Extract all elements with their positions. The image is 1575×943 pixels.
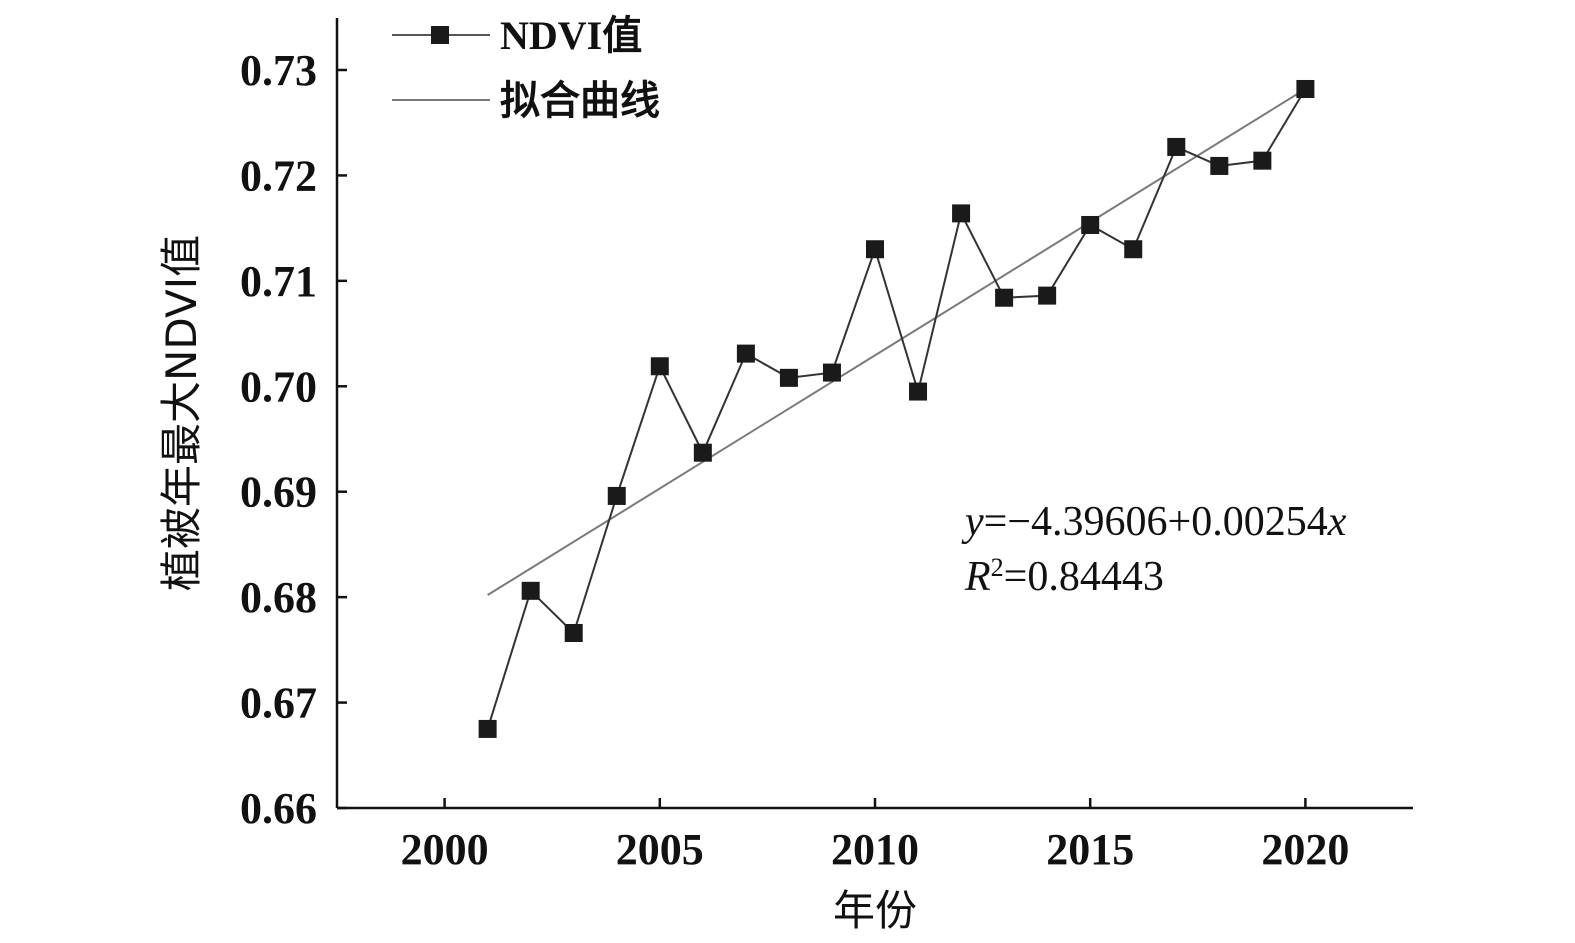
equation-x-var: x bbox=[1327, 499, 1347, 545]
x-tick-label: 2000 bbox=[401, 825, 489, 874]
y-tick-label: 0.72 bbox=[240, 151, 317, 200]
ndvi-point-marker bbox=[1210, 156, 1229, 175]
x-axis-ticks: 2000 2005 2010 2015 2020 bbox=[401, 798, 1349, 874]
ndvi-point-marker bbox=[909, 382, 928, 401]
ndvi-point-marker bbox=[779, 368, 798, 387]
y-tick-label: 0.73 bbox=[240, 46, 317, 95]
equation-body: =−4.39606+0.00254 bbox=[984, 499, 1328, 545]
regression-equation: y=−4.39606+0.00254x bbox=[961, 499, 1347, 545]
y-tick-label: 0.71 bbox=[240, 257, 317, 306]
ndvi-point-marker bbox=[693, 443, 712, 462]
legend-fit-label: 拟合曲线 bbox=[500, 78, 660, 124]
r-squared-exponent: 2 bbox=[991, 553, 1004, 582]
ndvi-point-marker bbox=[1167, 137, 1186, 156]
y-axis-ticks: 0.66 0.67 0.68 0.69 0.70 0.71 0.72 0.73 bbox=[240, 46, 347, 833]
ndvi-point-marker bbox=[650, 357, 669, 376]
legend: NDVI值 拟合曲线 bbox=[392, 13, 660, 124]
y-tick-label: 0.69 bbox=[240, 468, 317, 517]
ndvi-point-marker bbox=[521, 581, 540, 600]
y-tick-label: 0.66 bbox=[240, 784, 317, 833]
ndvi-point-marker bbox=[478, 719, 497, 738]
y-axis-title: 植被年最大NDVI值 bbox=[157, 235, 206, 591]
x-tick-label: 2015 bbox=[1046, 825, 1134, 874]
legend-ndvi-marker bbox=[431, 26, 449, 44]
ndvi-point-marker bbox=[995, 288, 1014, 307]
r-squared-value: =0.84443 bbox=[1004, 554, 1164, 600]
y-tick-label: 0.68 bbox=[240, 573, 317, 622]
x-tick-label: 2020 bbox=[1261, 825, 1349, 874]
fit-line-layer bbox=[487, 88, 1306, 596]
ndvi-point-marker bbox=[607, 486, 626, 505]
ndvi-point-marker bbox=[866, 240, 884, 259]
x-tick-label: 2010 bbox=[831, 825, 919, 874]
legend-ndvi-label: NDVI值 bbox=[500, 13, 642, 58]
r-squared-var: R bbox=[964, 554, 991, 600]
ndvi-point-marker bbox=[1296, 79, 1315, 98]
ndvi-point-marker bbox=[564, 623, 583, 642]
r-squared: R2=0.84443 bbox=[964, 553, 1164, 601]
equation-y-var: y bbox=[961, 499, 984, 545]
ndvi-series-line bbox=[486, 88, 1307, 730]
ndvi-point-marker bbox=[1081, 215, 1100, 234]
y-tick-label: 0.70 bbox=[240, 362, 317, 411]
y-tick-label: 0.67 bbox=[240, 679, 317, 728]
ndvi-series-layer bbox=[478, 79, 1315, 738]
x-tick-label: 2005 bbox=[616, 825, 704, 874]
x-axis-title: 年份 bbox=[833, 886, 917, 935]
ndvi-point-marker bbox=[1038, 286, 1057, 305]
ndvi-point-marker bbox=[1124, 240, 1143, 259]
fit-line bbox=[487, 88, 1306, 596]
ndvi-point-marker bbox=[1253, 151, 1272, 170]
ndvi-point-marker bbox=[822, 363, 841, 382]
ndvi-point-marker bbox=[952, 204, 971, 223]
ndvi-point-marker bbox=[736, 344, 755, 363]
